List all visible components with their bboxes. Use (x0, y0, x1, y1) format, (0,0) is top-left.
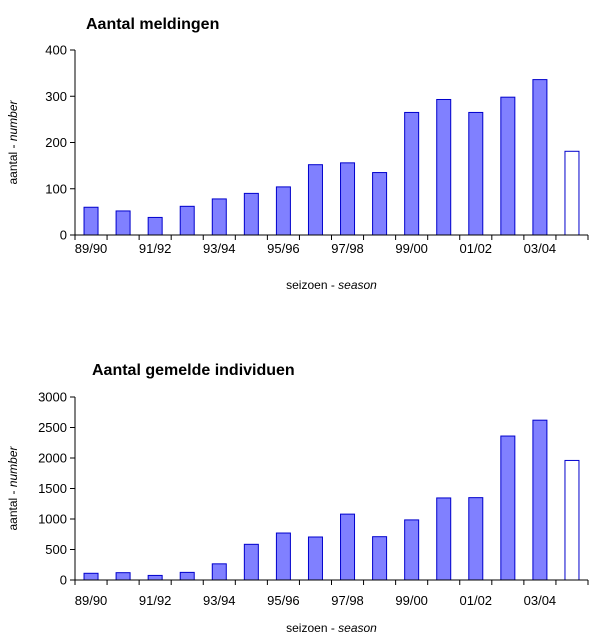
x-tick-label: 01/02 (460, 241, 493, 256)
x-tick-label: 97/98 (331, 593, 364, 608)
chart-1: Aantal meldingen 0 100 200 300 400 89/90 91/92 9… (6, 16, 589, 292)
y-tick-label: 1500 (38, 481, 67, 496)
y-tick-label: 500 (45, 542, 67, 557)
x-tick-label: 01/02 (460, 593, 493, 608)
bar-00-01 (436, 98, 452, 236)
bar-95-96 (275, 186, 291, 236)
bar-96-97 (307, 536, 323, 581)
bar-90-91 (115, 210, 131, 236)
bar-98-99 (372, 536, 388, 581)
bar-92-93 (179, 205, 195, 236)
y-axis-label: aantal - number (6, 445, 20, 530)
y-tick-label: 300 (45, 89, 67, 104)
bar-91-92 (147, 574, 163, 581)
bar-02-03 (500, 96, 516, 236)
bar-01-02 (468, 111, 484, 236)
x-tick-label: 91/92 (139, 593, 172, 608)
bar-04-05 (564, 459, 580, 581)
x-tick-label: 95/96 (267, 593, 300, 608)
x-tick-label: 89/90 (75, 241, 108, 256)
x-tick-label: 93/94 (203, 241, 236, 256)
bar-92-93 (179, 571, 195, 581)
bar-93-94 (211, 198, 227, 236)
bar-90-91 (115, 572, 131, 581)
y-tick-label: 2500 (38, 420, 67, 435)
bar-02-03 (500, 435, 516, 581)
bar-95-96 (275, 532, 291, 581)
x-tick-label: 99/00 (395, 241, 428, 256)
x-tick-label: 03/04 (524, 241, 557, 256)
y-axis-label: aantal - number (6, 99, 20, 184)
chart-title: Aantal gemelde individuen (92, 362, 295, 379)
bar-03-04 (532, 419, 548, 581)
bar-97-98 (340, 162, 356, 236)
x-axis-label: seizoen - season (286, 278, 377, 292)
x-tick-label: 89/90 (75, 593, 108, 608)
bar-04-05 (564, 150, 580, 236)
x-tick-label: 93/94 (203, 593, 236, 608)
x-tick-label: 95/96 (267, 241, 300, 256)
bar-00-01 (436, 497, 452, 581)
bar-97-98 (340, 513, 356, 581)
bar-99-00 (404, 519, 420, 581)
x-tick-label: 99/00 (395, 593, 428, 608)
y-tick-label: 200 (45, 135, 67, 150)
bar-01-02 (468, 497, 484, 581)
bar-89-90 (83, 572, 99, 581)
chart-title: Aantal meldingen (86, 16, 219, 33)
bar-98-99 (372, 172, 388, 236)
bar-93-94 (211, 563, 227, 581)
bar-91-92 (147, 216, 163, 236)
y-tick-label: 3000 (38, 390, 67, 405)
bar-94-95 (243, 543, 259, 581)
bar-94-95 (243, 192, 259, 236)
bar-89-90 (83, 206, 99, 236)
bar-99-00 (404, 111, 420, 236)
bar-96-97 (307, 164, 323, 236)
y-tick-label: 0 (60, 228, 67, 243)
x-axis-label: seizoen - season (286, 621, 377, 635)
y-tick-label: 2000 (38, 451, 67, 466)
bar-03-04 (532, 79, 548, 236)
x-tick-label: 91/92 (139, 241, 172, 256)
y-tick-label: 400 (45, 43, 67, 58)
y-tick-label: 100 (45, 181, 67, 196)
chart-2: Aantal gemelde individuen 0 500 1000 1500 200… (6, 362, 589, 635)
y-tick-label: 0 (60, 573, 67, 588)
x-tick-label: 97/98 (331, 241, 364, 256)
x-tick-label: 03/04 (524, 593, 557, 608)
y-tick-label: 1000 (38, 512, 67, 527)
